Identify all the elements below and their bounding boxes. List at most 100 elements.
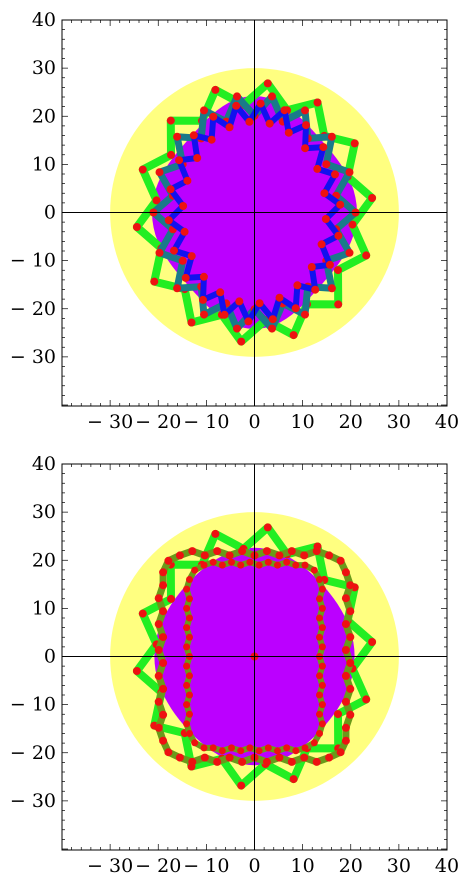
y-tick-label: − 20: [10, 298, 56, 320]
middle-node: [154, 646, 163, 654]
inner-node: [225, 123, 234, 132]
middle-node: [262, 547, 271, 556]
middle-node: [159, 607, 168, 616]
middle-node: [345, 168, 354, 177]
middle-node: [225, 753, 234, 762]
y-tick-label: 10: [32, 153, 56, 175]
middle-node: [301, 106, 309, 115]
outer-node: [348, 220, 357, 229]
inner-node: [318, 624, 326, 632]
inner-node: [246, 558, 254, 566]
inner-node: [166, 185, 175, 194]
inner-node: [318, 720, 326, 728]
inner-node: [189, 131, 198, 140]
inner-node: [316, 730, 323, 737]
middle-node: [346, 633, 355, 642]
inner-node: [186, 691, 193, 699]
middle-node: [159, 659, 168, 667]
middle-node: [225, 551, 234, 560]
middle-node: [341, 723, 350, 732]
inner-node: [264, 744, 272, 752]
inner-node: [334, 231, 343, 240]
inner-node: [244, 317, 253, 326]
inner-node: [200, 744, 208, 752]
inner-node: [186, 614, 193, 622]
inner-node: [280, 106, 289, 115]
inner-node: [183, 701, 191, 709]
inner-node: [311, 285, 320, 294]
inner-node: [318, 681, 326, 689]
middle-node: [346, 581, 355, 590]
middle-node: [164, 556, 173, 565]
x-tick-label: − 30: [87, 411, 133, 433]
inner-node: [318, 604, 326, 612]
inner-node: [274, 747, 281, 755]
plot-top-panel: − 30− 20− 10 0 10 20 30 40 40 30 20 10 0− 10− 20− …: [10, 9, 459, 433]
outer-node: [187, 318, 196, 327]
middle-node: [154, 671, 163, 680]
inner-node: [180, 227, 189, 236]
middle-node: [173, 132, 182, 141]
inner-node: [331, 170, 339, 179]
middle-node: [322, 160, 331, 169]
middle-node: [159, 581, 168, 590]
inner-node: [316, 672, 323, 680]
outer-node: [211, 85, 220, 94]
middle-node: [336, 748, 345, 757]
outer-node: [138, 165, 147, 174]
middle-node: [346, 607, 355, 616]
outer-node: [263, 79, 272, 88]
middle-node: [164, 748, 173, 757]
middle-node: [233, 324, 241, 333]
inner-node: [170, 246, 178, 255]
middle-node: [159, 684, 168, 693]
inner-node: [186, 710, 193, 718]
y-tick-label: 10: [32, 597, 56, 619]
inner-node: [183, 176, 192, 185]
middle-node: [188, 757, 197, 766]
inner-node: [255, 299, 264, 308]
middle-node: [341, 697, 350, 706]
inner-node: [291, 304, 300, 313]
outer-node: [289, 331, 298, 340]
inner-node: [191, 739, 199, 747]
middle-node: [154, 620, 163, 629]
x-tick-label: 0: [248, 855, 260, 877]
middle-node: [346, 659, 355, 667]
inner-node: [179, 202, 188, 210]
x-tick-label: 40: [435, 411, 459, 433]
middle-node: [345, 248, 354, 257]
inner-node: [186, 595, 193, 603]
middle-node: [300, 753, 309, 762]
inner-node: [218, 747, 226, 755]
inner-node: [186, 576, 193, 583]
y-tick-label: − 10: [10, 694, 56, 716]
y-tick-label: 30: [32, 501, 56, 523]
middle-node: [173, 284, 182, 293]
inner-node: [325, 260, 334, 269]
inner-node: [246, 744, 254, 752]
middle-node: [213, 757, 222, 766]
inner-node: [200, 561, 208, 569]
inner-node: [321, 215, 330, 223]
outer-node: [368, 194, 377, 202]
y-tick-label: 40: [32, 9, 56, 31]
inner-node: [209, 112, 218, 121]
middle-node: [155, 248, 164, 257]
middle-node: [175, 551, 184, 560]
middle-node: [200, 106, 208, 115]
y-tick-label: − 30: [10, 790, 56, 812]
inner-node: [186, 633, 193, 641]
middle-node: [287, 757, 296, 766]
outer-node: [132, 223, 141, 231]
outer-node: [211, 529, 220, 538]
inner-node: [237, 561, 245, 569]
inner-node: [264, 558, 272, 566]
middle-node: [300, 551, 309, 560]
y-tick-label: 0: [44, 646, 56, 668]
x-tick-label: 10: [291, 855, 315, 877]
middle-node: [301, 310, 309, 319]
inner-node: [301, 744, 309, 752]
